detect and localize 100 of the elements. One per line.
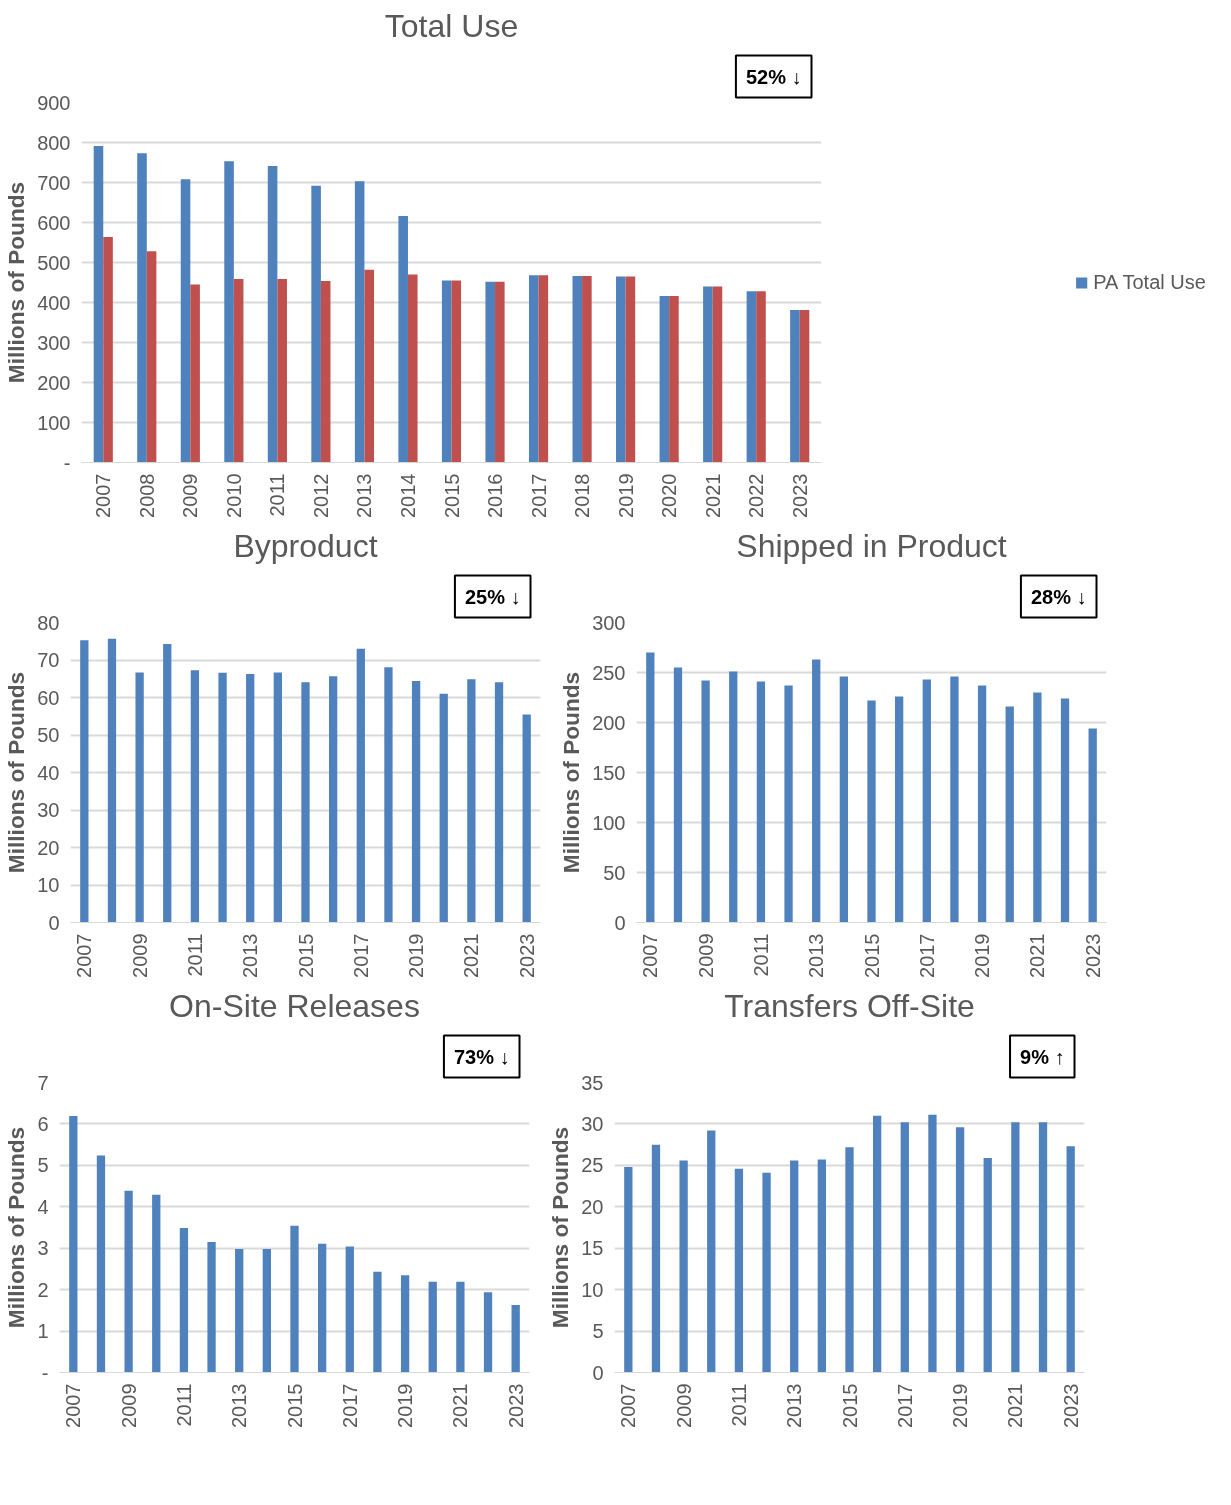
- y-tick-label: 1: [37, 1320, 49, 1343]
- y-tick-label: 0: [614, 911, 626, 934]
- bar: [235, 1249, 244, 1373]
- bar: [428, 1281, 437, 1373]
- x-tick-label: 2017: [349, 933, 372, 978]
- y-tick-label: 900: [37, 91, 71, 114]
- bar: [124, 1190, 133, 1373]
- bar: [839, 676, 848, 923]
- bar: [528, 275, 539, 463]
- x-tick-label: 2023: [1081, 933, 1104, 978]
- bar: [873, 1115, 882, 1373]
- bar: [273, 672, 282, 923]
- bar: [928, 1114, 937, 1373]
- bar: [301, 682, 310, 923]
- y-tick-label: 20: [581, 1195, 604, 1218]
- y-tick-label: 30: [581, 1112, 604, 1135]
- x-tick-label: 2016: [484, 473, 507, 518]
- x-tick-label: 2013: [353, 473, 376, 518]
- y-tick-label: 10: [581, 1278, 604, 1301]
- x-tick-label: 2023: [1059, 1383, 1082, 1428]
- bar: [572, 276, 583, 463]
- x-tick-label: 2011: [727, 1383, 750, 1427]
- bar: [511, 1304, 520, 1373]
- text: 9% ↑: [1020, 1045, 1065, 1068]
- bar: [190, 284, 200, 463]
- x-tick-label: 2017: [915, 933, 938, 978]
- bar: [494, 682, 504, 923]
- bar: [646, 652, 655, 923]
- y-tick-label: 250: [592, 661, 626, 684]
- y-tick-label: 200: [37, 371, 71, 394]
- bar: [190, 670, 200, 923]
- bar: [495, 281, 505, 463]
- bar: [354, 181, 365, 463]
- x-tick-label: 2009: [128, 933, 151, 978]
- legend-label: PA Total Use: [1093, 270, 1206, 294]
- bar: [707, 1130, 716, 1373]
- bar: [137, 153, 147, 463]
- y-tick-label: 100: [37, 411, 71, 434]
- bar: [180, 179, 191, 463]
- x-tick-label: 2018: [571, 473, 594, 518]
- y-tick-label: 150: [592, 761, 626, 784]
- y-tick-label: 300: [592, 611, 626, 634]
- bar: [977, 685, 987, 923]
- y-tick-label: 200: [592, 711, 626, 734]
- y-tick-label: 70: [37, 649, 60, 671]
- x-tick-label: 2022: [745, 473, 768, 518]
- bar: [320, 280, 331, 463]
- x-tick-label: 2011: [749, 933, 772, 977]
- bar: [756, 291, 766, 463]
- bar: [262, 1249, 271, 1373]
- bar: [669, 296, 679, 463]
- bar: [373, 1271, 382, 1373]
- x-tick-label: 2015: [860, 933, 883, 978]
- y-tick-label: 0: [592, 1361, 604, 1384]
- bar: [679, 1160, 688, 1373]
- bar: [1005, 706, 1014, 923]
- y-tick-label: 25: [581, 1154, 604, 1177]
- x-tick-label: 2014: [396, 473, 419, 518]
- x-tick-label: 2019: [405, 933, 428, 978]
- bar: [384, 667, 393, 923]
- x-tick-label: 2019: [949, 1383, 972, 1428]
- bar: [1060, 698, 1070, 923]
- bar: [483, 1292, 493, 1373]
- y-tick-label: 7: [37, 1071, 49, 1094]
- y-tick-label: 20: [37, 836, 60, 859]
- x-tick-label: 2007: [62, 1383, 85, 1428]
- x-tick-label: 2015: [283, 1383, 306, 1428]
- text: 25% ↓: [464, 585, 521, 608]
- y-tick-label: 2: [37, 1278, 49, 1301]
- y-tick-label: 80: [37, 611, 60, 634]
- bar: [277, 278, 287, 463]
- x-tick-label: 2007: [92, 473, 115, 518]
- x-tick-label: 2015: [838, 1383, 861, 1428]
- bar: [812, 659, 821, 923]
- x-tick-label: 2019: [614, 473, 637, 518]
- bar: [1066, 1146, 1075, 1373]
- y-tick-label: 50: [37, 724, 60, 746]
- y-tick-label: 600: [37, 211, 71, 234]
- y-tick-label: -: [63, 451, 71, 474]
- x-tick-label: 2009: [117, 1383, 140, 1428]
- bar: [729, 671, 738, 923]
- bar: [746, 291, 757, 463]
- bar: [616, 276, 626, 463]
- bar: [756, 681, 766, 923]
- bar: [1033, 692, 1042, 923]
- bar: [246, 673, 255, 923]
- bar: [80, 640, 89, 923]
- y-tick-label: 35: [581, 1071, 604, 1094]
- x-tick-label: 2019: [971, 933, 994, 978]
- x-tick-label: 2021: [1004, 1383, 1027, 1428]
- x-tick-label: 2020: [658, 473, 681, 518]
- bar: [146, 251, 157, 463]
- text: 73% ↓: [453, 1045, 510, 1068]
- bar: [456, 1281, 465, 1373]
- y-tick-label: 4: [37, 1195, 49, 1218]
- x-tick-label: 2009: [672, 1383, 695, 1428]
- x-tick-label: 2013: [228, 1383, 251, 1428]
- bar: [218, 672, 227, 923]
- bar: [703, 286, 713, 463]
- bar: [922, 679, 931, 923]
